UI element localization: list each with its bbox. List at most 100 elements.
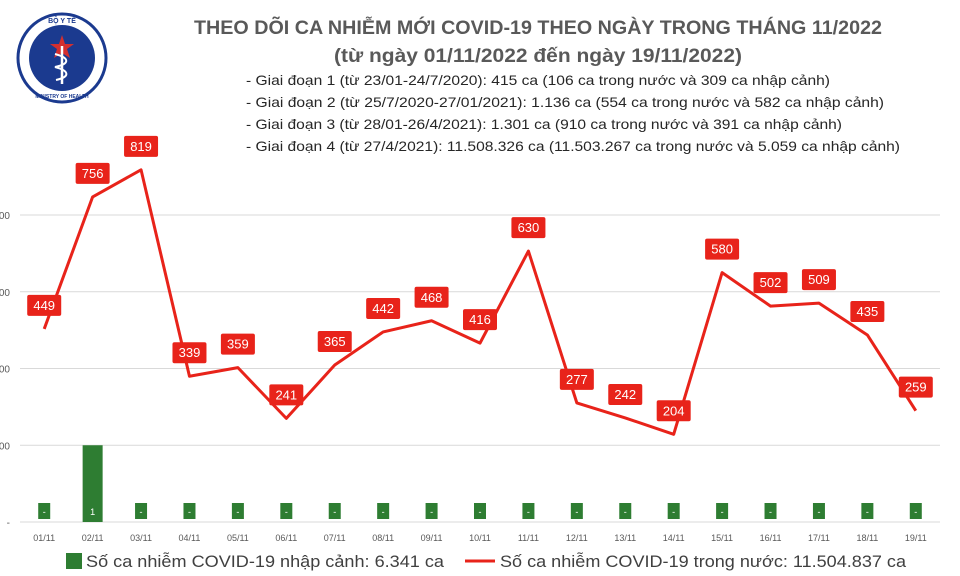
import-bar-label-bg xyxy=(135,503,148,519)
domestic-data-label: 509 xyxy=(808,272,830,287)
x-tick-label: 17/11 xyxy=(808,533,830,543)
import-bar-label: - xyxy=(188,507,191,517)
import-bar-label: - xyxy=(914,507,917,517)
left-axis-tick-label: - xyxy=(7,518,10,529)
x-tick-label: 19/11 xyxy=(905,533,927,543)
domestic-data-label-bg xyxy=(753,272,788,294)
import-bar xyxy=(82,445,103,522)
import-bar-label: - xyxy=(382,507,385,517)
domestic-data-label: 468 xyxy=(421,290,443,305)
import-bar-label: - xyxy=(43,507,46,517)
x-tick-label: 13/11 xyxy=(614,533,636,543)
chart-title: THEO DÕI CA NHIỄM MỚI COVID-19 THEO NGÀY… xyxy=(194,17,882,39)
x-tick-label: 04/11 xyxy=(179,533,201,543)
import-bar-label: - xyxy=(817,507,820,517)
domestic-data-labels: 449 756 819 339 359 241 365 442 468 416 630 277 242 2… xyxy=(27,135,933,422)
gridlines xyxy=(20,214,940,523)
import-bar-label-bg xyxy=(474,503,486,519)
left-axis-tick-label: 000 xyxy=(0,441,10,452)
import-bar-label: - xyxy=(527,507,530,517)
domestic-data-label: 442 xyxy=(372,301,394,316)
domestic-data-label-bg xyxy=(269,384,304,406)
import-bar-label-bg xyxy=(522,503,535,519)
chart-subtitle: (từ ngày 01/11/2022 đến ngày 19/11/2022) xyxy=(334,46,742,67)
import-bar-label: - xyxy=(285,507,288,517)
domestic-line xyxy=(42,168,918,436)
phase-3-text: - Giai đoạn 3 (từ 28/01-26/4/2021): 1.30… xyxy=(246,116,842,132)
domestic-data-label: 359 xyxy=(227,337,249,352)
phase-4-text: - Giai đoạn 4 (từ 27/4/2021): 11.508.326… xyxy=(246,138,900,154)
import-bar-label: - xyxy=(769,507,772,517)
import-bar-label-bg xyxy=(667,503,680,519)
x-tick-label: 14/11 xyxy=(663,533,685,543)
x-tick-label: 08/11 xyxy=(372,533,394,543)
legend: Số ca nhiễm COVID-19 nhập cảnh: 6.341 ca… xyxy=(66,552,907,571)
domestic-data-label: 819 xyxy=(130,139,152,154)
import-bar-label-bg xyxy=(38,503,51,519)
domestic-data-label-bg xyxy=(75,162,110,184)
domestic-data-label-bg xyxy=(801,269,836,291)
import-bar-label-bg xyxy=(231,503,244,519)
import-bar-label-bg xyxy=(328,503,341,519)
domestic-data-label: 259 xyxy=(905,380,927,395)
domestic-data-label: 630 xyxy=(518,220,540,235)
left-axis-tick-label: 000 xyxy=(0,365,10,376)
domestic-data-label: 580 xyxy=(711,242,733,257)
x-tick-label: 15/11 xyxy=(711,533,733,543)
x-tick-label: 09/11 xyxy=(421,533,443,543)
domestic-data-label: 365 xyxy=(324,334,346,349)
phase-1-text: - Giai đoạn 1 (từ 23/01-24/7/2020): 415 … xyxy=(246,72,830,88)
domestic-data-label-bg xyxy=(317,331,352,353)
domestic-data-label-bg xyxy=(220,333,255,355)
domestic-data-label-bg xyxy=(898,376,933,398)
import-bar-label: - xyxy=(479,507,482,517)
import-bar-label-bg xyxy=(377,503,390,519)
x-axis-ticks: 01/11 02/11 03/11 04/11 05/11 06/11 07/11 08/11… xyxy=(33,533,926,543)
import-bar-label-bg xyxy=(861,503,874,519)
x-tick-label: 11/11 xyxy=(518,533,539,543)
x-tick-label: 18/11 xyxy=(856,533,878,543)
import-bar-label-bg xyxy=(909,503,922,519)
x-tick-label: 01/11 xyxy=(33,533,55,543)
legend-bar-swatch xyxy=(66,553,82,569)
x-tick-label: 05/11 xyxy=(227,533,249,543)
x-tick-label: 10/11 xyxy=(469,533,491,543)
x-tick-label: 12/11 xyxy=(566,533,588,543)
x-tick-label: 07/11 xyxy=(324,533,346,543)
x-tick-label: 06/11 xyxy=(275,533,297,543)
logo-bottom-text: MINISTRY OF HEALTH xyxy=(35,94,89,100)
x-tick-label: 02/11 xyxy=(82,533,104,543)
domestic-data-label-bg xyxy=(850,300,885,322)
import-bar-label-bg xyxy=(764,503,777,519)
domestic-data-label-bg xyxy=(124,135,159,157)
domestic-data-label-bg xyxy=(559,368,594,390)
import-bar-label: 1 xyxy=(90,507,95,517)
left-axis-tick-label: 000 xyxy=(0,211,10,222)
left-axis: - 000 000 000 000 xyxy=(0,211,10,529)
import-bars: - 1 - - - - - - - - - - - - - - - - - xyxy=(38,445,922,522)
domestic-data-label: 756 xyxy=(82,166,104,181)
domestic-data-label-bg xyxy=(511,217,546,239)
phase-info: - Giai đoạn 1 (từ 23/01-24/7/2020): 415 … xyxy=(246,72,900,154)
domestic-data-label-bg xyxy=(608,383,643,405)
x-tick-label: 16/11 xyxy=(760,533,782,543)
domestic-data-label: 435 xyxy=(857,304,879,319)
import-bar-label: - xyxy=(624,507,627,517)
import-bar-label-bg xyxy=(619,503,632,519)
legend-import-label: Số ca nhiễm COVID-19 nhập cảnh: 6.341 ca xyxy=(86,552,445,571)
domestic-series-line xyxy=(42,168,918,436)
domestic-data-label-bg xyxy=(656,400,691,422)
import-bar-label-bg xyxy=(425,503,438,519)
domestic-data-label-bg xyxy=(705,238,740,260)
domestic-data-label: 339 xyxy=(179,345,201,360)
left-axis-tick-label: 000 xyxy=(0,288,10,299)
domestic-data-label-bg xyxy=(172,342,207,364)
import-bar-label-bg xyxy=(812,503,825,519)
domestic-data-label: 241 xyxy=(275,387,297,402)
import-bar-label: - xyxy=(333,507,336,517)
domestic-data-label-bg xyxy=(366,297,401,319)
domestic-data-label: 416 xyxy=(469,312,491,327)
domestic-data-label-bg xyxy=(27,294,62,316)
import-bar-label: - xyxy=(721,507,724,517)
